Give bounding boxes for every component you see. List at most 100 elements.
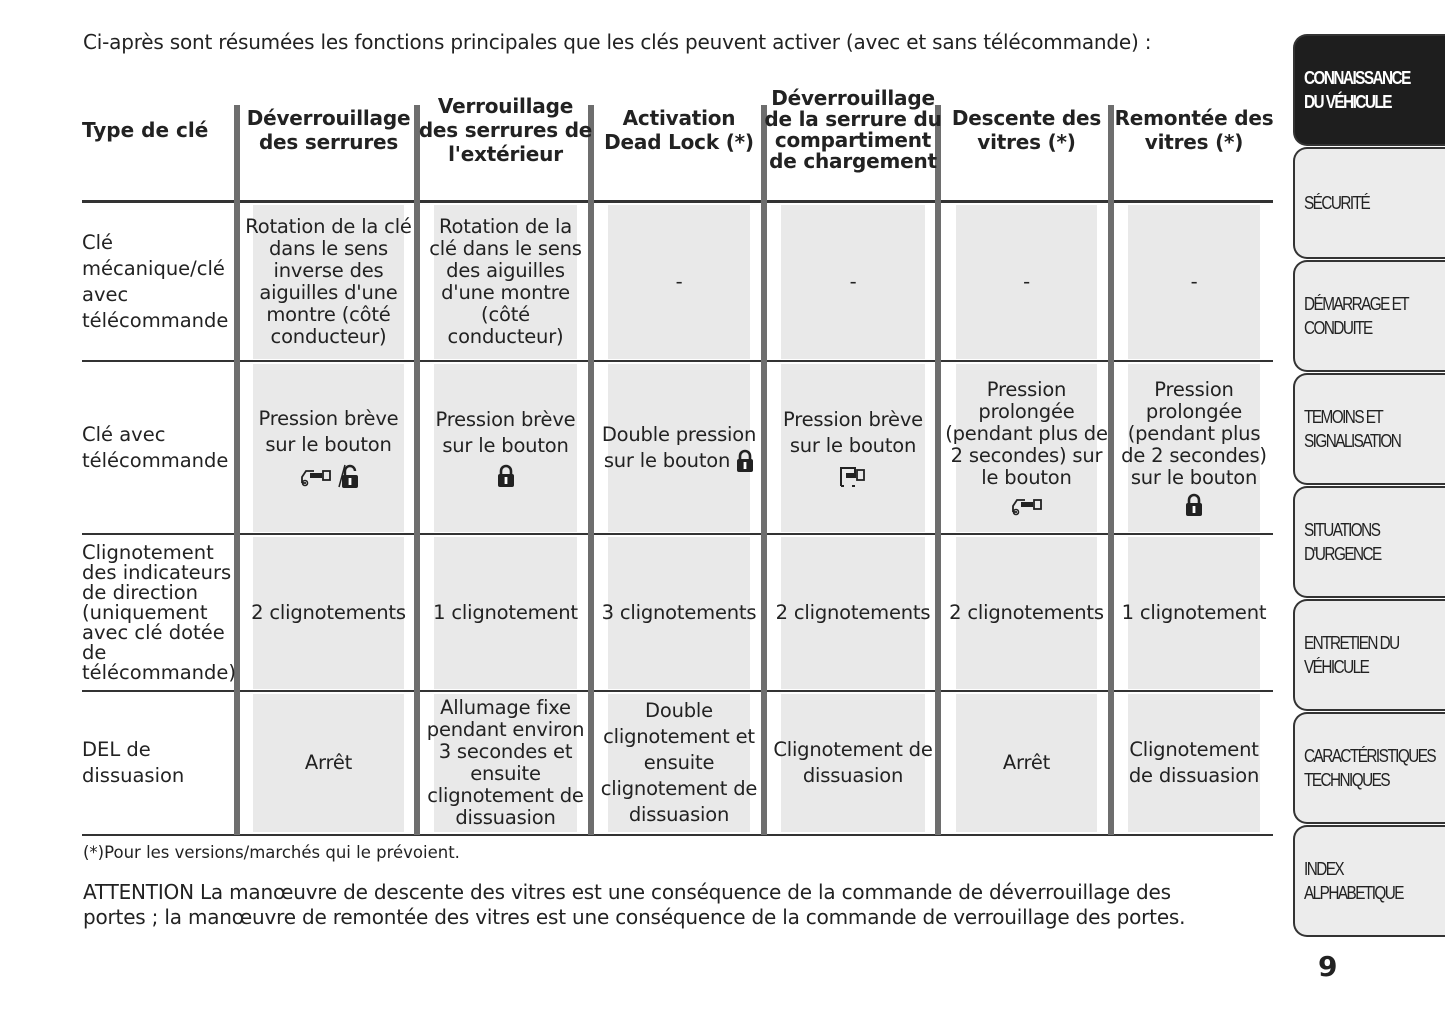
row-divider xyxy=(82,690,1273,692)
table-cell: 1 clignotement xyxy=(1117,535,1271,690)
cell-text: Pression prolongée (pendant plus de 2 se… xyxy=(1121,377,1267,489)
cell-background xyxy=(781,694,925,832)
table-cell: - xyxy=(945,203,1108,360)
column-header: Descente des vitres (*) xyxy=(951,106,1102,154)
cell-background xyxy=(434,694,577,832)
corner-header: Type de clé xyxy=(82,118,209,142)
cell-background xyxy=(956,694,1097,832)
cell-background xyxy=(253,694,404,832)
page-number: 9 xyxy=(1318,950,1338,983)
cell-background xyxy=(434,537,577,689)
button-icons xyxy=(299,462,359,489)
sidebar-tab-4[interactable]: SITUATIONS D'URGENCE xyxy=(1293,486,1445,598)
cell-background xyxy=(956,205,1097,359)
row-label: DEL de dissuasion xyxy=(82,737,185,787)
cell-background xyxy=(781,364,925,532)
cell-background xyxy=(1128,537,1260,689)
table-cell: Arrêt xyxy=(945,692,1108,833)
cell-text: Pression prolongée (pendant plus de 2 se… xyxy=(945,378,1108,490)
table-cell: Pression brève sur le bouton xyxy=(423,362,588,533)
cell-text: - xyxy=(675,269,683,293)
cell-text: Rotation de la clé dans le sens inverse … xyxy=(245,214,412,348)
table-cell: Allumage fixe pendant environ 3 secondes… xyxy=(423,692,588,833)
button-icons xyxy=(838,463,868,489)
table-cell: Double pression sur le bouton xyxy=(597,362,761,533)
column-divider xyxy=(234,105,240,835)
table-cell: - xyxy=(597,203,761,360)
table-cell: 1 clignotement xyxy=(423,535,588,690)
row-divider xyxy=(82,834,1273,836)
column-divider xyxy=(414,105,420,835)
sidebar-tab-2[interactable]: DÉMARRAGE ET CONDUITE xyxy=(1293,260,1445,372)
button-icons xyxy=(497,463,515,489)
cell-background xyxy=(608,694,750,832)
cell-text: Arrêt xyxy=(304,750,353,774)
column-header: Déverrouillage de la serrure du comparti… xyxy=(764,86,942,173)
cell-text: - xyxy=(1190,269,1198,293)
table-cell: 3 clignotements xyxy=(597,535,761,690)
cell-background xyxy=(253,364,404,532)
cell-text: Pression brève sur le bouton xyxy=(783,407,923,457)
button-icons xyxy=(1185,493,1203,517)
table-cell: Clignotement de dissuasion xyxy=(1117,692,1271,833)
table-cell: Pression brève sur le bouton xyxy=(242,362,415,533)
row-divider xyxy=(82,360,1273,362)
button-icons xyxy=(1010,493,1044,516)
row-label: Clignotement des indicateurs de directio… xyxy=(82,540,236,684)
table-cell: Rotation de la clé dans le sens des aigu… xyxy=(423,203,588,360)
table-cell: Arrêt xyxy=(242,692,415,833)
cell-background xyxy=(608,537,750,689)
sidebar-tab-1[interactable]: SÉCURITÉ xyxy=(1293,147,1445,259)
sidebar-tab-3[interactable]: TEMOINS ET SIGNALISATION xyxy=(1293,373,1445,485)
sidebar-tab-label: DÉMARRAGE ET CONDUITE xyxy=(1304,294,1409,338)
trunk-icon xyxy=(838,464,868,487)
column-header: Verrouillage des serrures de l'extérieur xyxy=(418,94,593,166)
cell-text: 1 clignotement xyxy=(1121,600,1267,624)
column-header: Déverrouillage des serrures xyxy=(246,106,411,154)
sidebar-tab-label: TEMOINS ET SIGNALISATION xyxy=(1304,407,1402,451)
column-header: Activation Dead Lock (*) xyxy=(604,106,754,154)
cell-text: - xyxy=(849,269,857,293)
cell-text: 1 clignotement xyxy=(433,600,578,624)
cell-background xyxy=(781,537,925,689)
table-cell: 2 clignotements xyxy=(242,535,415,690)
cell-background xyxy=(1128,205,1260,359)
cell-text: - xyxy=(1023,269,1030,293)
sidebar-tab-0[interactable]: CONNAISSANCE DU VÉHICULE xyxy=(1293,34,1445,146)
cell-text: 2 clignotements xyxy=(251,600,406,624)
row-label: Clé avec télécommande xyxy=(82,422,229,472)
cell-background xyxy=(253,205,404,359)
table-cell: Clignotement de dissuasion xyxy=(770,692,936,833)
sidebar-tab-label: ENTRETIEN DU VÉHICULE xyxy=(1304,633,1400,677)
sidebar-tab-6[interactable]: CARACTÉRISTIQUES TECHNIQUES xyxy=(1293,712,1445,824)
table-cell: Rotation de la clé dans le sens inverse … xyxy=(242,203,415,360)
cell-text: Clignotement de dissuasion xyxy=(1128,737,1260,787)
cell-text: Rotation de la clé dans le sens des aigu… xyxy=(429,214,582,348)
cell-text: Pression brève sur le bouton xyxy=(258,407,399,457)
table-cell: Pression prolongée (pendant plus de 2 se… xyxy=(945,362,1108,533)
cell-background xyxy=(434,364,577,532)
cell-text: Double clignotement et ensuite clignotem… xyxy=(600,698,758,826)
lock-icon xyxy=(1185,492,1203,516)
table-cell: - xyxy=(770,203,936,360)
cell-text: Clignotement de dissuasion xyxy=(773,737,933,787)
column-header: Remontée des vitres (*) xyxy=(1114,106,1274,154)
cell-background xyxy=(253,537,404,689)
cell-background xyxy=(956,537,1097,689)
cell-text: 2 clignotements xyxy=(775,600,931,624)
lock-icon xyxy=(736,449,754,472)
cell-text: Allumage fixe pendant environ 3 secondes… xyxy=(426,695,585,829)
cell-background xyxy=(781,205,925,359)
table-cell: 2 clignotements xyxy=(945,535,1108,690)
sidebar-tab-5[interactable]: ENTRETIEN DU VÉHICULE xyxy=(1293,599,1445,711)
column-divider xyxy=(935,105,941,835)
sidebar-tab-7[interactable]: INDEX ALPHABETIQUE xyxy=(1293,825,1445,937)
row-divider xyxy=(82,200,1273,203)
column-divider xyxy=(588,105,594,835)
sidebar-tab-label: CARACTÉRISTIQUES TECHNIQUES xyxy=(1304,746,1437,790)
attention-note: ATTENTION La manœuvre de descente des vi… xyxy=(83,880,1186,929)
sidebar-tab-label: SITUATIONS D'URGENCE xyxy=(1304,520,1382,564)
cell-text: Double pression sur le bouton xyxy=(601,422,757,472)
cell-text: 3 clignotements xyxy=(601,600,757,624)
cell-text: Pression brève sur le bouton xyxy=(435,407,576,457)
